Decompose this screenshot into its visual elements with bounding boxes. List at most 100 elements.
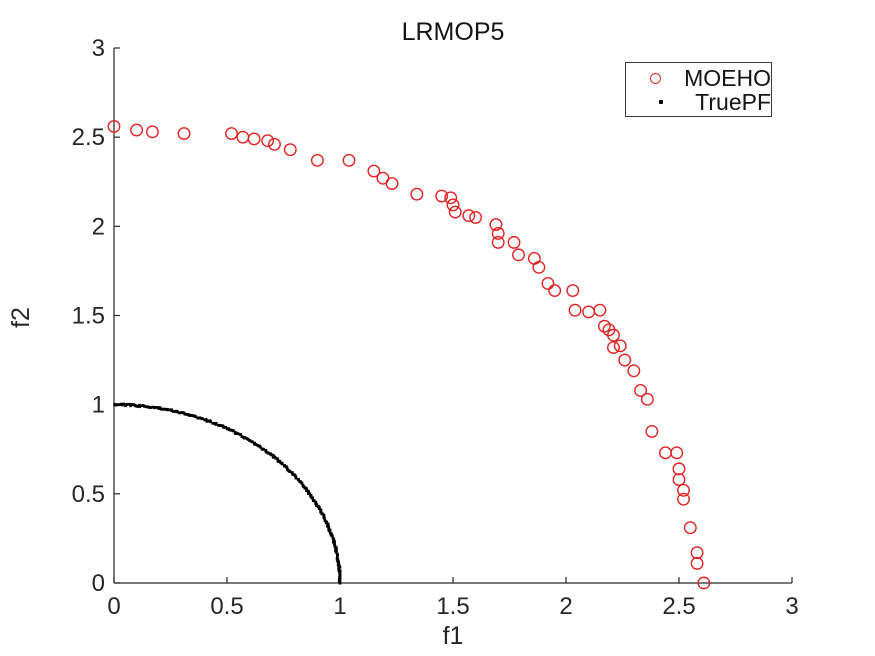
- moeho-point: [261, 134, 275, 148]
- moeho-point: [448, 205, 462, 219]
- y-axis-label: f2: [7, 307, 35, 328]
- truepf-point: [205, 419, 209, 423]
- truepf-point: [301, 484, 305, 487]
- truepf-point: [290, 471, 294, 475]
- moeho-point: [527, 251, 541, 265]
- moeho-point: [672, 473, 686, 487]
- truepf-point: [185, 413, 189, 416]
- moeho-point: [566, 284, 580, 297]
- moeho-point: [342, 153, 356, 167]
- truepf-point: [113, 402, 117, 406]
- truepf-point: [140, 404, 144, 408]
- truepf-point: [238, 433, 242, 436]
- moeho-point: [462, 209, 476, 223]
- legend-entry-truepf: TruePF: [626, 90, 771, 114]
- truepf-point: [276, 458, 280, 462]
- moeho-point: [491, 227, 505, 240]
- truepf-point: [314, 502, 318, 506]
- moeho-point: [613, 339, 627, 353]
- truepf-point: [323, 519, 327, 523]
- moeho-point: [145, 125, 159, 139]
- truepf-point: [172, 410, 175, 413]
- truepf-point: [213, 422, 216, 425]
- truepf-point: [178, 411, 181, 415]
- y-tick-label: 2.5: [72, 124, 105, 151]
- truepf-point: [129, 404, 133, 408]
- truepf-point: [207, 419, 211, 423]
- x-tick-label: 1: [333, 593, 346, 620]
- truepf-point: [319, 508, 323, 512]
- moeho-point: [568, 303, 582, 317]
- truepf-point: [245, 437, 249, 440]
- truepf-point: [337, 565, 341, 569]
- truepf-point: [199, 417, 203, 420]
- moeho-point: [582, 305, 596, 319]
- truepf-point: [165, 407, 169, 411]
- truepf-point: [149, 406, 153, 409]
- moeho-point: [367, 164, 381, 178]
- truepf-point: [338, 569, 342, 573]
- truepf-point: [279, 461, 283, 465]
- truepf-point: [335, 552, 339, 556]
- x-tick-label: 0.5: [210, 593, 243, 620]
- moeho-point: [410, 187, 424, 201]
- moeho-point: [640, 392, 654, 406]
- truepf-point: [335, 556, 339, 560]
- y-tick-label: 1.5: [72, 303, 105, 330]
- truepf-dot-icon: [658, 100, 663, 104]
- truepf-point: [127, 402, 131, 406]
- truepf-point: [264, 450, 268, 454]
- moeho-point: [690, 556, 704, 570]
- x-tick-label: 1.5: [436, 593, 469, 620]
- truepf-point: [144, 405, 148, 409]
- truepf-point: [120, 402, 123, 406]
- truepf-point: [273, 455, 277, 459]
- moeho-point: [593, 303, 607, 317]
- truepf-point: [314, 500, 318, 504]
- moeho-open-circle-icon: [649, 72, 661, 84]
- truepf-point: [157, 407, 161, 410]
- moeho-point: [683, 521, 697, 535]
- truepf-series: [113, 402, 342, 585]
- truepf-point: [236, 432, 240, 436]
- legend-entry-moeho: MOEHO: [626, 66, 771, 90]
- moeho-point: [130, 123, 144, 137]
- truepf-point: [327, 527, 331, 530]
- truepf-point: [152, 406, 156, 410]
- truepf-point: [256, 444, 260, 447]
- moeho-point: [385, 177, 399, 190]
- moeho-point: [283, 143, 297, 157]
- moeho-point: [607, 328, 620, 342]
- truepf-point: [331, 536, 335, 540]
- truepf-point: [333, 543, 337, 547]
- truepf-point: [217, 423, 221, 427]
- truepf-point: [338, 576, 341, 580]
- moeho-point: [607, 341, 620, 355]
- moeho-point: [236, 130, 250, 144]
- truepf-point: [305, 487, 308, 491]
- truepf-point: [179, 411, 183, 414]
- truepf-point: [271, 455, 275, 459]
- truepf-point: [338, 571, 342, 574]
- truepf-point: [326, 522, 330, 526]
- truepf-point: [242, 435, 246, 439]
- moeho-point: [507, 235, 521, 249]
- moeho-point: [634, 383, 648, 397]
- truepf-point: [203, 418, 207, 422]
- truepf-point: [294, 476, 298, 480]
- truepf-point: [220, 424, 224, 428]
- truepf-point: [334, 548, 338, 551]
- moeho-point: [532, 260, 546, 274]
- y-tick-label: 3: [92, 35, 105, 62]
- moeho-point: [491, 235, 505, 249]
- truepf-point: [332, 538, 336, 542]
- truepf-point: [309, 494, 312, 497]
- truepf-point: [118, 403, 121, 407]
- moeho-point: [225, 127, 238, 141]
- truepf-point: [146, 405, 150, 409]
- truepf-point: [229, 428, 233, 432]
- moeho-point: [670, 446, 684, 460]
- truepf-point: [264, 448, 268, 452]
- moeho-point: [690, 546, 704, 560]
